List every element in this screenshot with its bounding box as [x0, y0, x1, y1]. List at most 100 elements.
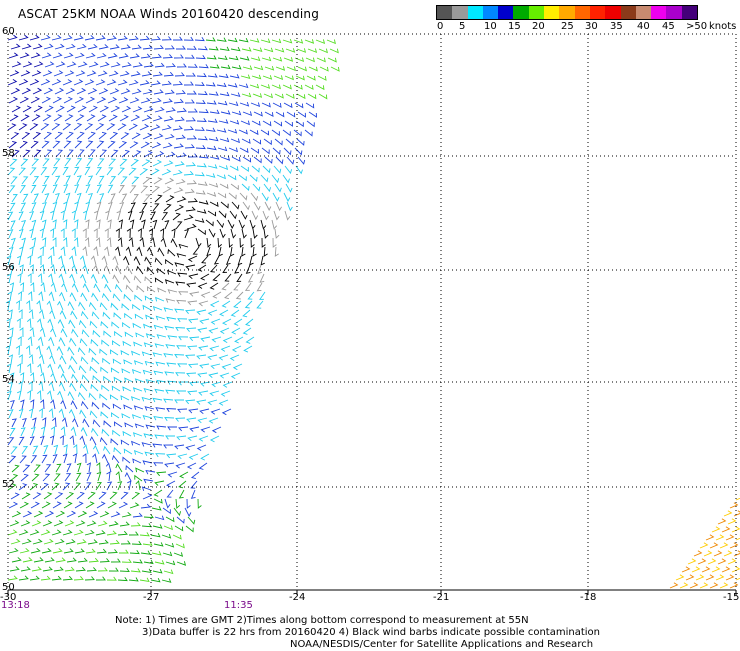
- wind-barb: [7, 529, 18, 536]
- wind-barb: [42, 158, 50, 167]
- wind-barb: [9, 327, 14, 338]
- wind-barb: [121, 558, 132, 563]
- wind-barb: [8, 409, 14, 419]
- wind-barb: [77, 61, 88, 68]
- wind-barb: [262, 120, 272, 127]
- wind-barb: [133, 405, 144, 410]
- wind-barb: [273, 165, 282, 174]
- wind-barb: [49, 354, 56, 365]
- wind-barb: [129, 185, 137, 194]
- wind-barb: [106, 123, 116, 131]
- wind-barb: [152, 443, 163, 448]
- wind-barb: [216, 219, 225, 229]
- wind-barb: [63, 548, 74, 554]
- wind-barb: [282, 174, 290, 184]
- wind-barb: [166, 489, 174, 498]
- wind-barb: [124, 377, 134, 383]
- wind-barb: [130, 522, 141, 527]
- wind-barb: [235, 291, 244, 300]
- wind-barb: [285, 48, 296, 53]
- wind-barb: [110, 61, 121, 68]
- wind-barb: [84, 123, 94, 131]
- wind-barb: [195, 237, 202, 248]
- wind-barb: [27, 336, 33, 347]
- wind-barb: [175, 498, 181, 509]
- wind-barb: [53, 444, 59, 455]
- wind-barb: [721, 526, 731, 533]
- wind-barb: [176, 107, 187, 113]
- wind-barb: [272, 56, 283, 62]
- legend-swatch: [498, 6, 514, 19]
- wind-barb: [125, 246, 132, 257]
- wind-barb: [61, 282, 68, 293]
- wind-barb: [132, 387, 143, 392]
- legend-swatch: [528, 6, 545, 19]
- wind-barb: [114, 421, 123, 428]
- wind-barb: [29, 34, 40, 41]
- wind-barb: [102, 402, 111, 410]
- wind-barb: [86, 520, 97, 527]
- wind-barb: [125, 464, 134, 473]
- wind-barb: [20, 427, 26, 437]
- wind-barb: [207, 118, 218, 123]
- wind-barb: [67, 346, 75, 356]
- legend-label: 40: [637, 21, 650, 32]
- wind-barb: [160, 237, 167, 248]
- longitude-label: -15: [723, 592, 740, 603]
- wind-barb: [88, 347, 97, 356]
- wind-barb: [163, 203, 172, 212]
- wind-barb: [135, 332, 145, 338]
- wind-barb: [220, 201, 229, 209]
- wind-barb: [230, 92, 241, 97]
- wind-barb: [18, 408, 24, 419]
- wind-barb: [7, 575, 18, 581]
- wind-barb: [63, 501, 73, 509]
- wind-barb: [69, 292, 77, 302]
- wind-barb: [82, 283, 90, 293]
- wind-barb: [194, 172, 205, 177]
- wind-barb: [20, 520, 31, 527]
- wind-barb: [165, 151, 176, 158]
- wind-barb: [241, 138, 251, 144]
- wind-barb: [132, 106, 143, 113]
- wind-barb: [209, 155, 220, 160]
- wind-barb: [32, 131, 42, 140]
- wind-barb: [59, 291, 66, 302]
- wind-barb: [129, 502, 140, 509]
- wind-barb: [175, 134, 186, 140]
- wind-barb: [178, 243, 189, 249]
- wind-barb: [131, 491, 141, 500]
- wind-barb: [129, 141, 139, 149]
- wind-barb: [150, 237, 156, 248]
- legend-label: 10: [484, 21, 497, 32]
- wind-barb: [229, 210, 237, 220]
- wind-barb: [92, 453, 98, 464]
- wind-barb: [166, 408, 177, 413]
- wind-barb: [186, 498, 191, 509]
- wind-barb: [176, 561, 187, 566]
- wind-barb: [262, 75, 273, 80]
- wind-barb: [221, 408, 232, 416]
- wind-barb: [77, 557, 88, 563]
- wind-barb: [162, 507, 171, 515]
- wind-barb: [66, 61, 77, 68]
- wind-barb: [53, 114, 63, 122]
- wind-barb: [96, 140, 105, 149]
- wind-barb: [95, 35, 106, 41]
- wind-barb: [141, 219, 146, 230]
- wind-barb: [19, 455, 27, 464]
- wind-barb: [237, 255, 243, 266]
- wind-barb: [161, 80, 172, 86]
- wind-barb: [210, 408, 221, 415]
- wind-barb: [31, 473, 40, 482]
- wind-barb: [283, 147, 292, 156]
- wind-barb: [208, 46, 219, 51]
- wind-barb: [238, 219, 245, 230]
- wind-barb: [197, 46, 208, 51]
- wind-barb: [152, 219, 158, 230]
- wind-barb: [206, 145, 217, 151]
- wind-barb: [62, 34, 73, 41]
- wind-barb: [31, 114, 41, 122]
- wind-barb: [102, 311, 111, 320]
- wind-barb: [121, 413, 131, 419]
